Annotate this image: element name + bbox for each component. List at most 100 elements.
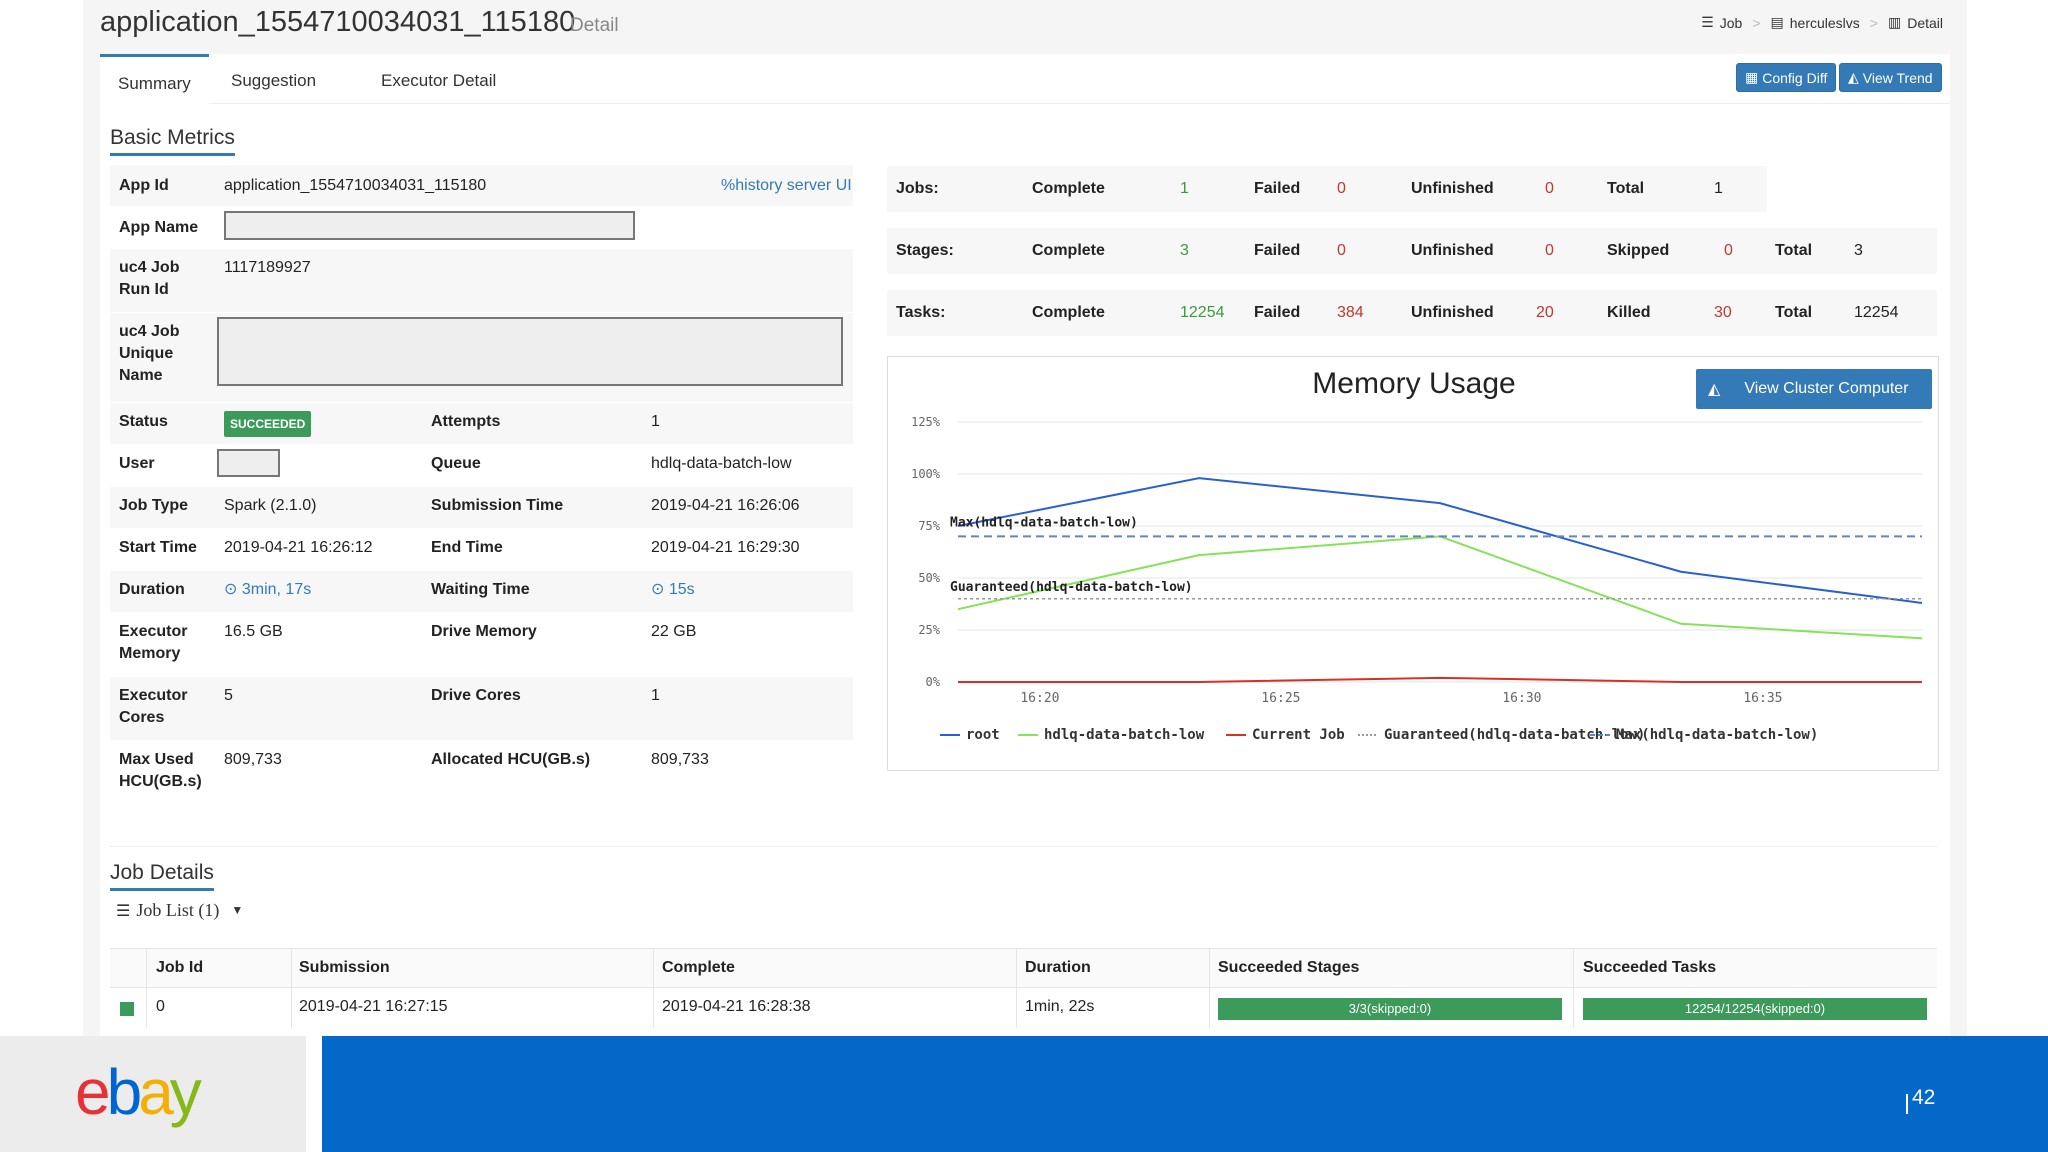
legend-label: root bbox=[966, 727, 1000, 743]
unfinished-label: Unfinished bbox=[1411, 242, 1494, 259]
breadcrumb: ☰ Job > ▤ herculeslvs > ▥ Detail bbox=[1701, 14, 1943, 31]
col-duration[interactable]: Duration bbox=[1025, 959, 1091, 976]
tab-summary[interactable]: Summary bbox=[100, 54, 209, 104]
tab-suggestion[interactable]: Suggestion bbox=[231, 71, 317, 90]
app-id-value: application_1554710034031_115180 bbox=[224, 177, 487, 194]
history-server-link[interactable]: %history server UI bbox=[721, 175, 852, 197]
link-icon: % bbox=[721, 177, 736, 194]
col-succeeded-tasks[interactable]: Succeeded Tasks bbox=[1583, 959, 1717, 976]
submission-time-value: 2019-04-21 16:26:06 bbox=[651, 497, 800, 514]
caret-down-icon: ▼ bbox=[231, 903, 244, 917]
metric-row-status: Status SUCCEEDED Attempts 1 bbox=[110, 402, 853, 444]
col-submission[interactable]: Submission bbox=[299, 959, 390, 976]
column-divider bbox=[1016, 948, 1017, 1028]
y-tick-label: 125% bbox=[911, 415, 941, 429]
view-trend-label: View Trend bbox=[1862, 69, 1933, 86]
col-succeeded-stages[interactable]: Succeeded Stages bbox=[1218, 959, 1360, 976]
redacted-unique-name bbox=[217, 317, 843, 386]
complete-label: Complete bbox=[1032, 304, 1105, 321]
metric-label: Job Type bbox=[119, 497, 189, 514]
basic-metrics-title: Basic Metrics bbox=[110, 126, 235, 156]
x-tick-label: 16:25 bbox=[1261, 691, 1300, 706]
map-icon: ▥ bbox=[1887, 14, 1902, 30]
y-tick-label: 75% bbox=[918, 519, 940, 533]
logo-letter: e bbox=[75, 1056, 111, 1128]
area-chart-icon: ◭ bbox=[1848, 69, 1859, 85]
config-diff-button[interactable]: ▦ Config Diff bbox=[1736, 63, 1837, 92]
tasks-failed-value: 384 bbox=[1337, 304, 1364, 321]
job-details-title: Job Details bbox=[110, 861, 214, 891]
drive-memory-value: 22 GB bbox=[651, 623, 697, 640]
y-tick-label: 0% bbox=[926, 675, 941, 689]
section-underline bbox=[110, 153, 235, 156]
memory-usage-chart: 0% 25% 50% 75% 100% 125% 16:20 16:25 16:30 16:35 M… bbox=[911, 415, 1923, 743]
ebay-logo: ebay bbox=[75, 1056, 202, 1128]
submission-cell: 2019-04-21 16:27:15 bbox=[299, 998, 448, 1015]
metric-label: App Id bbox=[119, 177, 169, 194]
view-trend-button[interactable]: ◭ View Trend bbox=[1839, 63, 1942, 92]
list-icon: ☰ bbox=[1701, 14, 1714, 30]
redacted-app-name bbox=[224, 211, 635, 240]
job-details-title-text: Job Details bbox=[110, 861, 214, 884]
metric-row-executor-cores: Executor Cores 5 Drive Cores 1 bbox=[110, 676, 853, 740]
metric-row-duration: Duration ⊙ 3min, 17s Waiting Time ⊙ 15s bbox=[110, 570, 853, 612]
tab-executor-detail[interactable]: Executor Detail bbox=[381, 71, 497, 90]
total-label: Total bbox=[1775, 304, 1813, 321]
unfinished-label: Unfinished bbox=[1411, 180, 1494, 197]
executor-memory-value: 16.5 GB bbox=[224, 623, 283, 640]
metric-label: Executor Cores bbox=[119, 687, 188, 726]
waiting-time-value: ⊙ 15s bbox=[651, 579, 695, 601]
max-annotation: Max(hdlq-data-batch-low) bbox=[950, 515, 1138, 530]
area-chart-icon: ◭ bbox=[1708, 381, 1721, 398]
column-divider bbox=[1573, 948, 1574, 1028]
killed-label: Killed bbox=[1607, 304, 1651, 321]
breadcrumb-user[interactable]: herculeslvs bbox=[1789, 14, 1860, 31]
section-divider bbox=[110, 846, 1937, 847]
metric-label: Drive Memory bbox=[431, 623, 537, 640]
breadcrumb-separator: > bbox=[1752, 14, 1761, 31]
clock-icon: ⊙ bbox=[651, 581, 669, 598]
page-title: application_1554710034031_115180 bbox=[100, 6, 576, 38]
metric-label: Start Time bbox=[119, 539, 197, 556]
metric-label: Submission Time bbox=[431, 497, 564, 514]
col-complete[interactable]: Complete bbox=[662, 959, 735, 976]
counts-table: Jobs: Complete 1 Failed 0 Unfinished 0 T… bbox=[887, 166, 1937, 352]
series-line-root bbox=[957, 477, 1923, 604]
stages-complete-value: 3 bbox=[1180, 242, 1189, 259]
legend-label: hdlq-data-batch-low bbox=[1044, 727, 1205, 743]
metric-label: Waiting Time bbox=[431, 581, 530, 598]
col-job-id[interactable]: Job Id bbox=[156, 959, 204, 976]
stages-total-value: 3 bbox=[1854, 242, 1863, 259]
title-bar: application_1554710034031_115180 Detail … bbox=[83, 0, 1967, 54]
list-icon: ☰ bbox=[116, 901, 131, 920]
metric-row-app-name: App Name bbox=[110, 206, 853, 248]
breadcrumb-job[interactable]: Job bbox=[1719, 14, 1743, 31]
x-tick-label: 16:35 bbox=[1743, 691, 1782, 706]
queue-value: hdlq-data-batch-low bbox=[651, 455, 792, 472]
page-subtitle: Detail bbox=[570, 15, 619, 36]
redacted-user bbox=[217, 449, 280, 477]
metric-row-user: User Queue hdlq-data-batch-low bbox=[110, 444, 853, 486]
x-tick-label: 16:20 bbox=[1020, 691, 1059, 706]
allocated-hcu-value: 809,733 bbox=[651, 751, 709, 768]
logo-letter: a bbox=[138, 1056, 174, 1128]
attempts-value: 1 bbox=[651, 413, 660, 430]
table-row[interactable]: 0 2019-04-21 16:27:15 2019-04-21 16:28:3… bbox=[110, 988, 1937, 1028]
complete-label: Complete bbox=[1032, 180, 1105, 197]
tasks-label: Tasks: bbox=[896, 304, 946, 321]
table-icon: ▦ bbox=[1745, 69, 1759, 85]
column-divider bbox=[1209, 948, 1210, 1028]
view-cluster-computer-button[interactable]: ◭ View Cluster Computer bbox=[1696, 369, 1932, 409]
column-divider bbox=[146, 948, 147, 1028]
jobs-failed-value: 0 bbox=[1337, 180, 1346, 197]
memory-usage-chart-card: 0% 25% 50% 75% 100% 125% 16:20 16:25 16:30 16:35 M… bbox=[887, 356, 1939, 771]
metric-label: Allocated HCU(GB.s) bbox=[431, 751, 591, 768]
guaranteed-annotation: Guaranteed(hdlq-data-batch-low) bbox=[950, 580, 1193, 595]
job-list-dropdown[interactable]: ☰ Job List (1) ▼ bbox=[116, 900, 243, 921]
breadcrumb-detail: Detail bbox=[1907, 14, 1943, 31]
end-time-value: 2019-04-21 16:29:30 bbox=[651, 539, 800, 556]
uc4-run-id-value: 1117189927 bbox=[224, 259, 311, 276]
config-diff-label: Config Diff bbox=[1762, 69, 1828, 86]
tasks-unfinished-value: 20 bbox=[1536, 304, 1554, 321]
tasks-progress-bar: 12254/12254(skipped:0) bbox=[1583, 998, 1927, 1020]
